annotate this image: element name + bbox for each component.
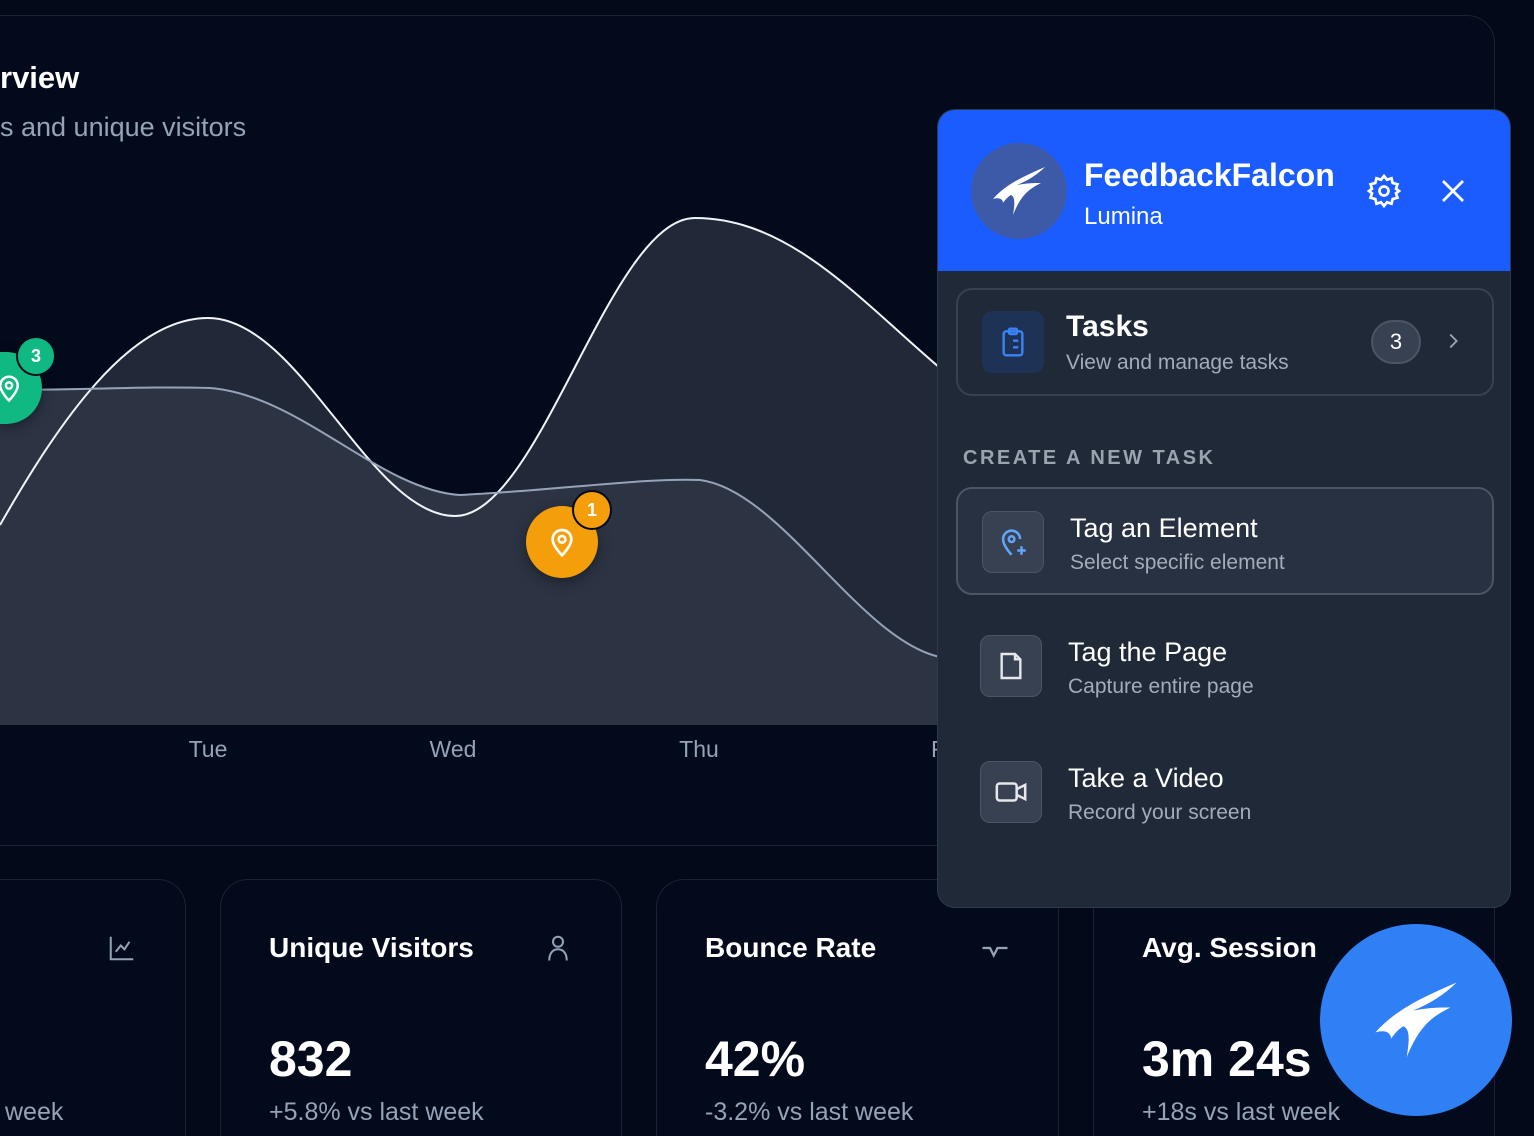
stat-change: +18s vs last week: [1142, 1098, 1341, 1126]
panel-header: FeedbackFalcon Lumina: [938, 110, 1510, 271]
x-tick: Thu: [679, 736, 719, 762]
series-area-fill-2: [0, 218, 940, 725]
stat-label: Bounce Rate: [705, 932, 877, 963]
video-icon: [980, 761, 1042, 823]
feedback-panel: FeedbackFalcon Lumina Tasks View and man…: [937, 109, 1511, 908]
option-subtitle: Select specific element: [1070, 551, 1285, 574]
map-pin-plus-icon: [982, 511, 1044, 573]
tasks-button[interactable]: Tasks View and manage tasks 3: [956, 288, 1494, 396]
section-label: CREATE A NEW TASK: [963, 447, 1216, 469]
series-line-2: [0, 386, 940, 658]
stat-label: Unique Visitors: [269, 932, 474, 963]
trending-down-icon: [982, 946, 1008, 959]
marker-count-badge: 1: [572, 490, 612, 530]
stat-change: +5.8% vs last week: [269, 1098, 484, 1126]
user-icon: [548, 935, 568, 961]
falcon-icon: [1375, 982, 1457, 1058]
stat-value: 3m 24s: [1142, 1031, 1312, 1087]
stat-value: 42%: [705, 1031, 806, 1087]
visitors-chart: [0, 216, 940, 725]
tasks-subtitle: View and manage tasks: [1066, 351, 1289, 374]
option-title: Tag an Element: [1070, 513, 1258, 543]
chevron-right-icon: [1449, 333, 1458, 349]
stat-label: Avg. Session: [1142, 932, 1317, 963]
line-chart-icon: [109, 936, 134, 961]
organization-name: Lumina: [1084, 203, 1163, 230]
overview-title: rview: [0, 60, 80, 95]
clipboard-icon: [982, 311, 1044, 373]
tag-page-option[interactable]: Tag the Page Capture entire page: [956, 613, 1494, 721]
stat-value: 832: [269, 1031, 353, 1087]
gear-icon[interactable]: [1366, 173, 1402, 209]
file-icon: [980, 635, 1042, 697]
tasks-title: Tasks: [1066, 310, 1149, 343]
close-icon[interactable]: [1438, 176, 1468, 206]
brand-name: FeedbackFalcon: [1084, 157, 1335, 193]
stat-card-unique-visitors: Unique Visitors 832 +5.8% vs last week: [220, 879, 622, 1136]
feedback-marker-orange[interactable]: 1: [526, 490, 612, 578]
take-video-option[interactable]: Take a Video Record your screen: [956, 739, 1494, 847]
tag-element-option[interactable]: Tag an Element Select specific element: [956, 487, 1494, 595]
tasks-count-badge: 3: [1371, 320, 1421, 364]
map-pin-icon: [551, 528, 573, 558]
option-title: Tag the Page: [1068, 637, 1228, 667]
x-tick: Tue: [188, 736, 228, 762]
stat-card-pageviews: week: [0, 879, 186, 1136]
stat-card-bounce-rate: Bounce Rate 42% -3.2% vs last week: [656, 879, 1059, 1136]
x-tick: Wed: [429, 736, 477, 762]
feedback-marker-green[interactable]: 3: [0, 336, 56, 424]
marker-count-badge: 3: [16, 336, 56, 376]
option-subtitle: Capture entire page: [1068, 675, 1254, 698]
option-title: Take a Video: [1068, 763, 1224, 793]
stat-change: -3.2% vs last week: [705, 1098, 914, 1126]
brand-logo: [971, 143, 1067, 239]
option-subtitle: Record your screen: [1068, 801, 1252, 824]
stat-change: week: [5, 1098, 64, 1126]
falcon-icon: [993, 167, 1045, 215]
overview-subtitle: s and unique visitors: [0, 112, 247, 142]
series-line-1: [0, 216, 940, 526]
feedback-launcher-button[interactable]: [1320, 924, 1512, 1116]
map-pin-icon: [0, 375, 20, 403]
